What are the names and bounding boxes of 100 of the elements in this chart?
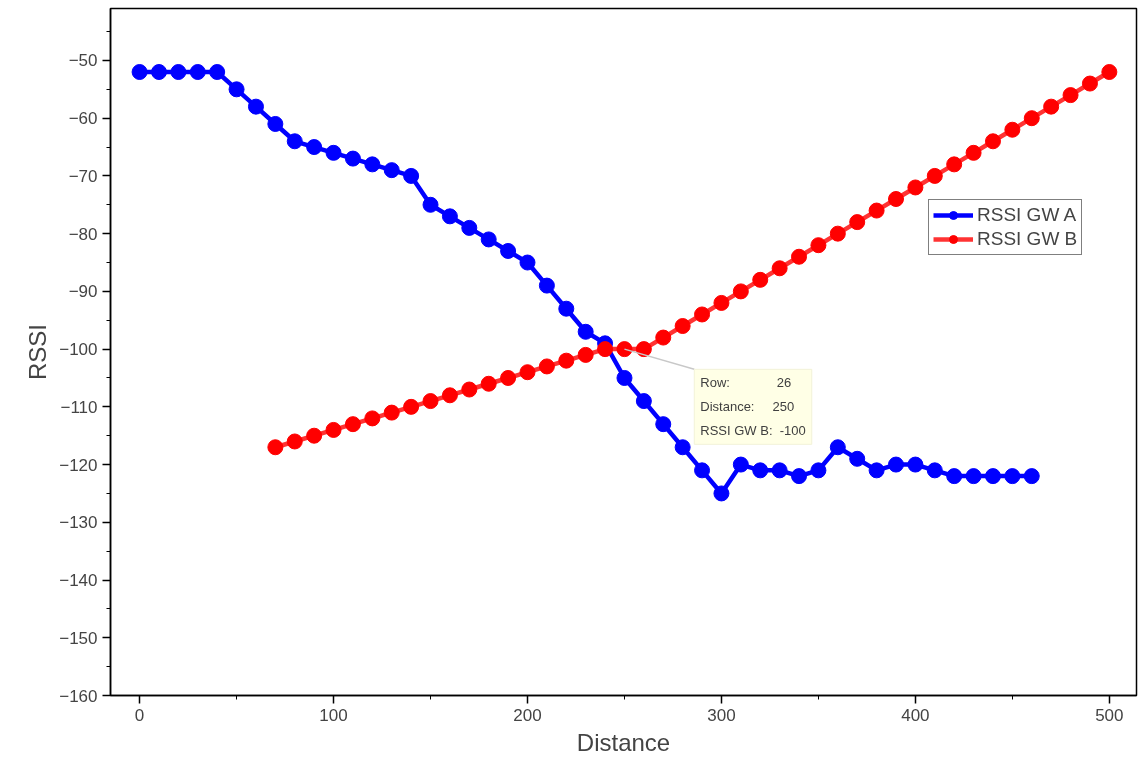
point: [461, 381, 478, 398]
point: [771, 462, 788, 479]
point: [888, 191, 904, 207]
point: [1004, 468, 1021, 485]
point: [461, 219, 478, 236]
point: [267, 115, 284, 132]
point: [635, 341, 652, 358]
point: [286, 133, 303, 150]
point: [829, 439, 846, 456]
point: [383, 404, 400, 421]
y-tick-label: −80: [68, 224, 98, 244]
point: [480, 375, 497, 392]
point: [267, 439, 284, 456]
y-tick-label: −60: [68, 109, 98, 129]
point: [1004, 121, 1021, 138]
point: [306, 427, 323, 444]
x-tick-label: 300: [707, 705, 736, 725]
point: [752, 462, 769, 479]
y-tick-label: −90: [68, 282, 98, 302]
point: [441, 208, 458, 225]
point: [674, 439, 691, 456]
point: [1023, 468, 1040, 485]
y-axis-title: RSSI: [24, 323, 52, 381]
point: [558, 300, 575, 317]
point: [694, 462, 711, 479]
point: [364, 410, 381, 427]
point: [791, 468, 808, 485]
point: [926, 167, 943, 184]
y-tick-label: −130: [59, 513, 98, 533]
point: [616, 369, 633, 386]
point: [519, 254, 536, 271]
point: [752, 271, 769, 288]
annotation: Row: 26 Distance: 250 RSSI GW B: -100: [700, 375, 806, 439]
y-tick-label: −140: [59, 571, 98, 591]
point: [364, 156, 381, 173]
point: [655, 329, 672, 346]
x-axis-title: Distance: [576, 728, 671, 756]
point: [383, 162, 400, 179]
point: [907, 179, 924, 196]
point: [946, 468, 963, 485]
point: [888, 456, 904, 473]
y-tick-label: −120: [59, 455, 98, 475]
point: [984, 133, 1001, 150]
y-tick-label: −50: [68, 51, 98, 71]
point: [209, 64, 226, 80]
point: [810, 237, 827, 254]
point: [732, 283, 749, 300]
legend-label: RSSI GW A: [977, 204, 1077, 226]
point: [344, 150, 361, 167]
point: [849, 214, 866, 231]
point: [1023, 110, 1040, 127]
point: [344, 416, 361, 433]
point: [849, 450, 866, 467]
y-tick-label: −70: [68, 166, 98, 186]
x-tick-label: 400: [901, 705, 930, 725]
point: [189, 64, 206, 80]
y-tick-label: −150: [59, 628, 98, 648]
point: [946, 156, 963, 173]
point: [441, 387, 458, 404]
point: [422, 393, 439, 410]
point: [538, 358, 555, 375]
point: [984, 468, 1001, 485]
point: [732, 456, 749, 473]
point: [577, 346, 594, 363]
point: [616, 341, 633, 358]
point: [480, 231, 497, 248]
point: [170, 64, 187, 80]
point: [1043, 98, 1060, 115]
point: [228, 81, 245, 98]
point: [1081, 75, 1098, 92]
point: [713, 485, 730, 502]
x-tick-label: 100: [319, 705, 348, 725]
point: [655, 416, 672, 433]
point: [597, 341, 614, 358]
point: [965, 144, 982, 161]
point: [422, 196, 439, 213]
point: [403, 167, 420, 184]
point: [635, 393, 652, 410]
point: [403, 398, 420, 415]
point: [1101, 64, 1118, 80]
point: [694, 306, 711, 323]
point: [325, 421, 342, 438]
y-tick-label: −110: [60, 397, 98, 417]
point: [150, 64, 167, 80]
point: [538, 277, 555, 294]
point: [791, 248, 808, 265]
point: [325, 144, 342, 161]
point: [131, 64, 148, 80]
point: [500, 242, 517, 259]
y-tick-label: −100: [59, 340, 98, 360]
point: [247, 98, 264, 115]
point: [771, 260, 788, 277]
point: [829, 225, 846, 242]
point: [926, 462, 943, 479]
y-tick-label: −160: [59, 686, 98, 706]
point: [1062, 87, 1079, 104]
x-tick-label: 0: [134, 705, 145, 725]
point: [713, 294, 730, 311]
point: [519, 364, 536, 381]
point: [868, 462, 885, 479]
